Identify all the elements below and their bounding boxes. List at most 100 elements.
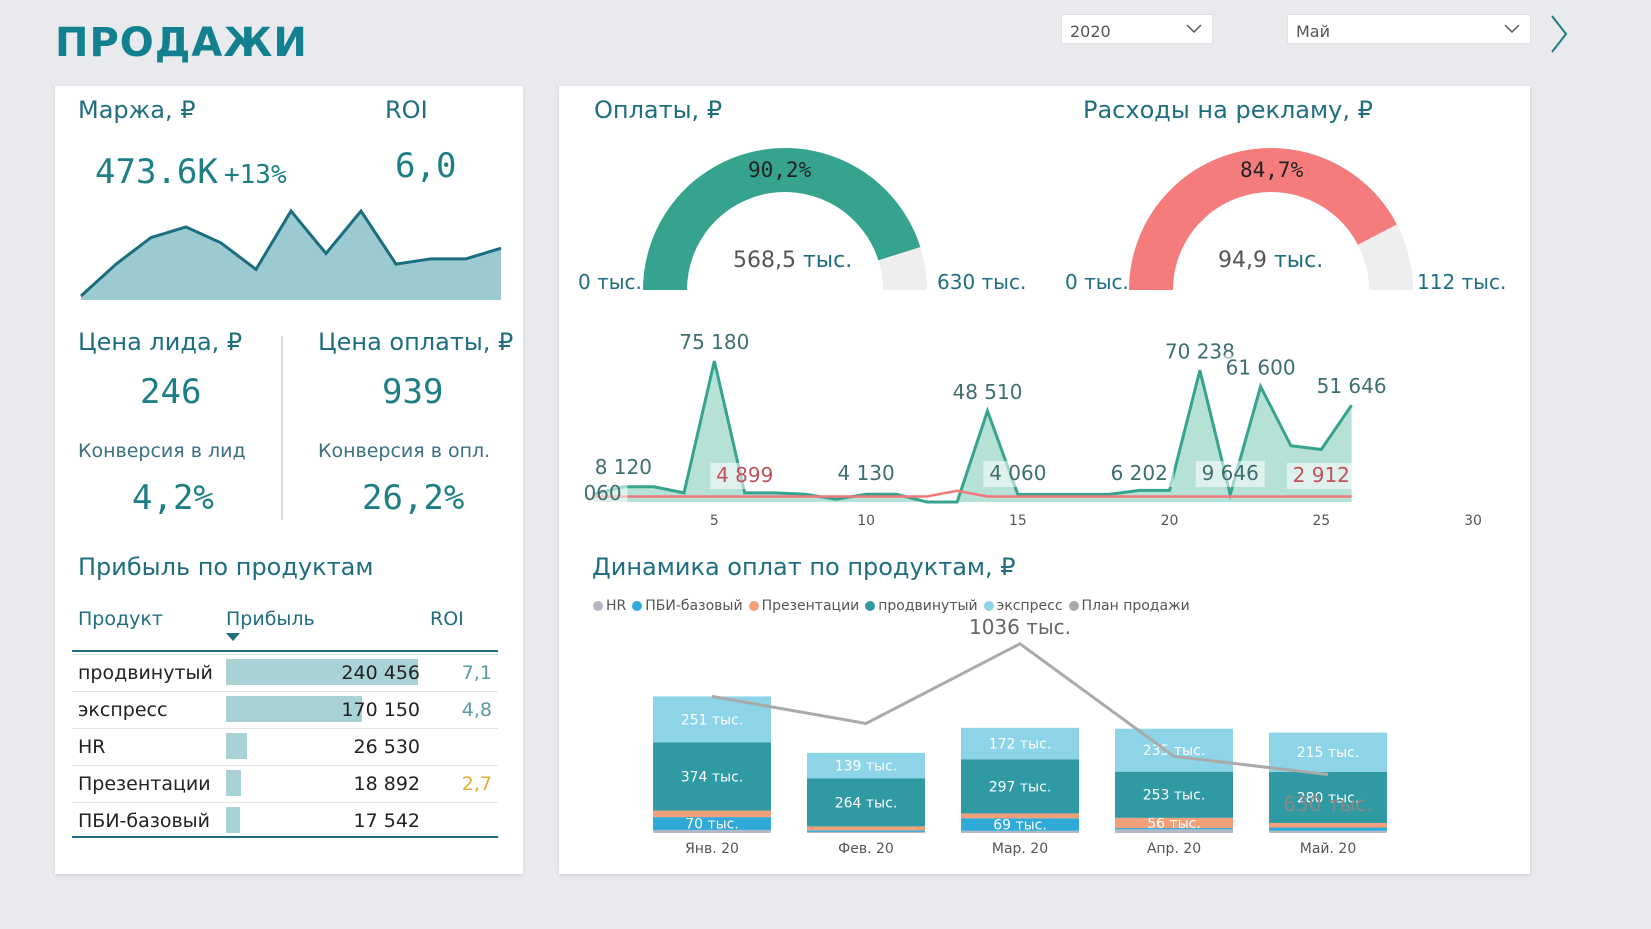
bar-segment[interactable] [1269, 827, 1387, 831]
bar-segment[interactable] [807, 831, 925, 833]
bar-value-label: 139 тыс. [835, 759, 898, 775]
point-label: 48 510 [952, 380, 1022, 404]
lead-conv-label: Конверсия в лид [78, 440, 246, 462]
bar-value-label: 56 тыс. [1147, 816, 1201, 832]
margin-sparkline [80, 208, 502, 300]
bar-segment[interactable] [807, 778, 925, 827]
bar-segment[interactable] [961, 818, 1079, 831]
table-row[interactable]: HR 26 530 [72, 728, 498, 765]
lead-conv-value: 4,2% [132, 478, 214, 518]
bar-segment[interactable] [1269, 822, 1387, 828]
x-tick-label: 5 [710, 513, 719, 529]
point-label-bg [1104, 461, 1174, 487]
point-label-bg [1195, 461, 1265, 487]
x-category-label: Май. 20 [1300, 841, 1356, 857]
bar-segment[interactable] [1115, 817, 1233, 829]
bar-segment[interactable] [1269, 830, 1387, 833]
profit-value: 26 530 [353, 736, 420, 758]
bar-value-label: 69 тыс. [993, 818, 1047, 834]
profit-bar [226, 770, 241, 796]
bar-segment[interactable] [1115, 771, 1233, 818]
year-dropdown[interactable]: 2020 [1061, 14, 1213, 44]
bar-segment[interactable] [961, 759, 1079, 814]
ads-gauge-max: 112 тыс. [1417, 270, 1507, 294]
table-header-rule [72, 650, 498, 652]
point-label: 2 912 [1293, 463, 1350, 487]
pay-conv-label: Конверсия в опл. [318, 440, 491, 462]
x-category-label: Янв. 20 [685, 841, 739, 857]
legend-item[interactable]: План продажи [1068, 598, 1190, 614]
legend-item[interactable]: ПБИ-базовый [632, 598, 743, 614]
legend-label: экспресс [996, 598, 1063, 614]
bar-value-label: 172 тыс. [989, 737, 1052, 753]
bar-value-label: 253 тыс. [1143, 788, 1206, 804]
legend-item[interactable]: HR [593, 598, 626, 614]
legend-label: Презентации [761, 598, 860, 614]
payments-gauge-value: 568,5 тыс. [733, 248, 852, 273]
point-label-bg [588, 455, 658, 481]
bar-segment[interactable] [653, 817, 771, 830]
payments-gauge-unit: тыс. [802, 248, 853, 273]
bar-segment[interactable] [1115, 728, 1233, 772]
x-tick-label: 15 [1009, 513, 1027, 529]
bar-segment[interactable] [1269, 732, 1387, 772]
sort-desc-icon[interactable] [226, 633, 240, 641]
table-row[interactable]: продвинутый 240 456 7,1 [72, 654, 498, 691]
ads-gauge-unit: тыс. [1273, 248, 1324, 273]
point-label-bg [1286, 463, 1356, 489]
legend-item[interactable]: Презентации [748, 598, 860, 614]
next-page-icon[interactable] [1550, 14, 1568, 54]
margin-label: Маржа, ₽ [78, 96, 196, 124]
dynamics-title: Динамика оплат по продуктам, ₽ [592, 553, 1016, 581]
point-label-bg [947, 380, 1028, 407]
ads-gauge-number: 94,9 [1218, 248, 1267, 273]
col-profit-header[interactable]: Прибыль [226, 608, 315, 630]
col-product-header[interactable]: Продукт [78, 608, 163, 630]
payments-gauge-pct: 90,2% [748, 158, 812, 182]
sparkline-area [81, 211, 501, 300]
bar-segment[interactable] [807, 830, 925, 832]
gauges [643, 148, 1413, 290]
bar-segment[interactable] [653, 829, 771, 833]
col-roi-header[interactable]: ROI [430, 608, 464, 630]
kpi-divider [281, 336, 283, 520]
bar-segment[interactable] [1115, 828, 1233, 830]
ads-gauge-min: 0 тыс. [1065, 270, 1129, 294]
table-row[interactable]: экспресс 170 150 4,8 [72, 691, 498, 728]
legend-item[interactable]: продвинутый [865, 598, 978, 614]
legend-dot-icon [983, 601, 994, 611]
bar-segment[interactable] [961, 830, 1079, 833]
product-name: продвинутый [78, 662, 213, 684]
payments-gauge-min: 0 тыс. [578, 270, 642, 294]
x-tick-label: 20 [1161, 513, 1179, 529]
bar-segment[interactable] [961, 813, 1079, 819]
month-dropdown[interactable]: Май [1287, 14, 1531, 44]
bar-segment[interactable] [1269, 771, 1387, 823]
bar-segment[interactable] [653, 742, 771, 811]
payments-area [593, 361, 1352, 502]
bar-segment[interactable] [807, 752, 925, 779]
year-dropdown-value: 2020 [1070, 22, 1111, 41]
bar-segment[interactable] [807, 826, 925, 831]
legend-item[interactable]: экспресс [983, 598, 1063, 614]
pay-price-label: Цена оплаты, ₽ [318, 328, 514, 356]
product-name: HR [78, 736, 106, 758]
point-label: 75 180 [679, 330, 749, 354]
bar-segment[interactable] [961, 727, 1079, 760]
bar-segment[interactable] [1115, 829, 1233, 833]
bar-segment[interactable] [653, 810, 771, 818]
point-label: 4 130 [837, 461, 894, 485]
roi-value: 6,0 [395, 146, 457, 186]
table-row[interactable]: Презентации 18 892 2,7 [72, 765, 498, 802]
bar-value-label: 70 тыс. [685, 817, 739, 833]
legend-dot-icon [1068, 601, 1079, 611]
x-tick-label: 10 [857, 513, 875, 529]
point-label-bg [983, 461, 1053, 487]
point-label-bg [1220, 355, 1301, 382]
profit-bar [226, 807, 240, 833]
profit-value: 17 542 [353, 810, 420, 832]
month-dropdown-value: Май [1296, 22, 1331, 41]
table-row[interactable]: ПБИ-базовый 17 542 [72, 802, 498, 839]
legend-label: ПБИ-базовый [645, 598, 743, 614]
